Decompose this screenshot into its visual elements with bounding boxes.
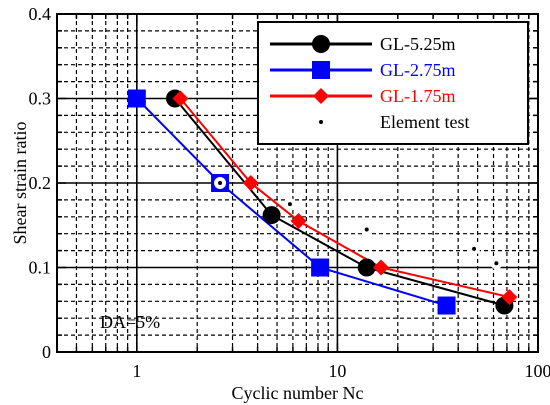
y-tick-label: 0.1 — [29, 258, 52, 278]
y-tick-label: 0.2 — [29, 173, 52, 193]
series-point — [364, 227, 369, 232]
x-axis-title: Cyclic number Nc — [232, 383, 364, 403]
series-point — [218, 181, 223, 185]
legend-label: Element test — [380, 112, 469, 132]
series-point — [373, 259, 390, 276]
series-point — [501, 289, 518, 306]
axis-ticks — [57, 13, 538, 353]
tick-labels: 1 10 100 0 0.1 0.2 0.3 0.4 — [29, 4, 550, 381]
series-point — [312, 61, 330, 79]
legend-box — [257, 21, 529, 145]
legend-label: GL-5.25m — [380, 34, 456, 54]
y-tick-label: 0.3 — [29, 89, 52, 109]
series-layer — [127, 89, 518, 315]
series-point — [312, 35, 330, 53]
series-point — [319, 120, 323, 124]
series-point — [437, 296, 456, 315]
x-tick-label: 100 — [525, 361, 550, 381]
series-point — [494, 261, 499, 266]
series-point — [311, 258, 330, 277]
legend-label: GL-2.75m — [380, 60, 456, 80]
series-point — [357, 258, 376, 277]
series-point — [472, 246, 477, 251]
series-point — [313, 88, 329, 104]
legend-label: GL-1.75m — [380, 86, 456, 106]
series-point — [262, 206, 281, 225]
series-point — [127, 89, 146, 108]
series-point — [172, 90, 189, 107]
x-tick-label: 1 — [132, 361, 141, 381]
series-line — [136, 97, 447, 307]
y-axis-title: Shear strain ratio — [10, 122, 30, 245]
y-tick-label: 0 — [42, 342, 51, 362]
da-annotation: DA=5% — [100, 312, 160, 332]
series-line — [174, 97, 505, 307]
series-point — [287, 202, 292, 207]
x-tick-label: 10 — [328, 361, 346, 381]
legend: GL-5.25m GL-2.75m GL-1.75m Element test — [257, 21, 529, 145]
series-point — [242, 175, 259, 191]
y-tick-label: 0.4 — [29, 4, 52, 24]
series-point — [290, 213, 307, 230]
